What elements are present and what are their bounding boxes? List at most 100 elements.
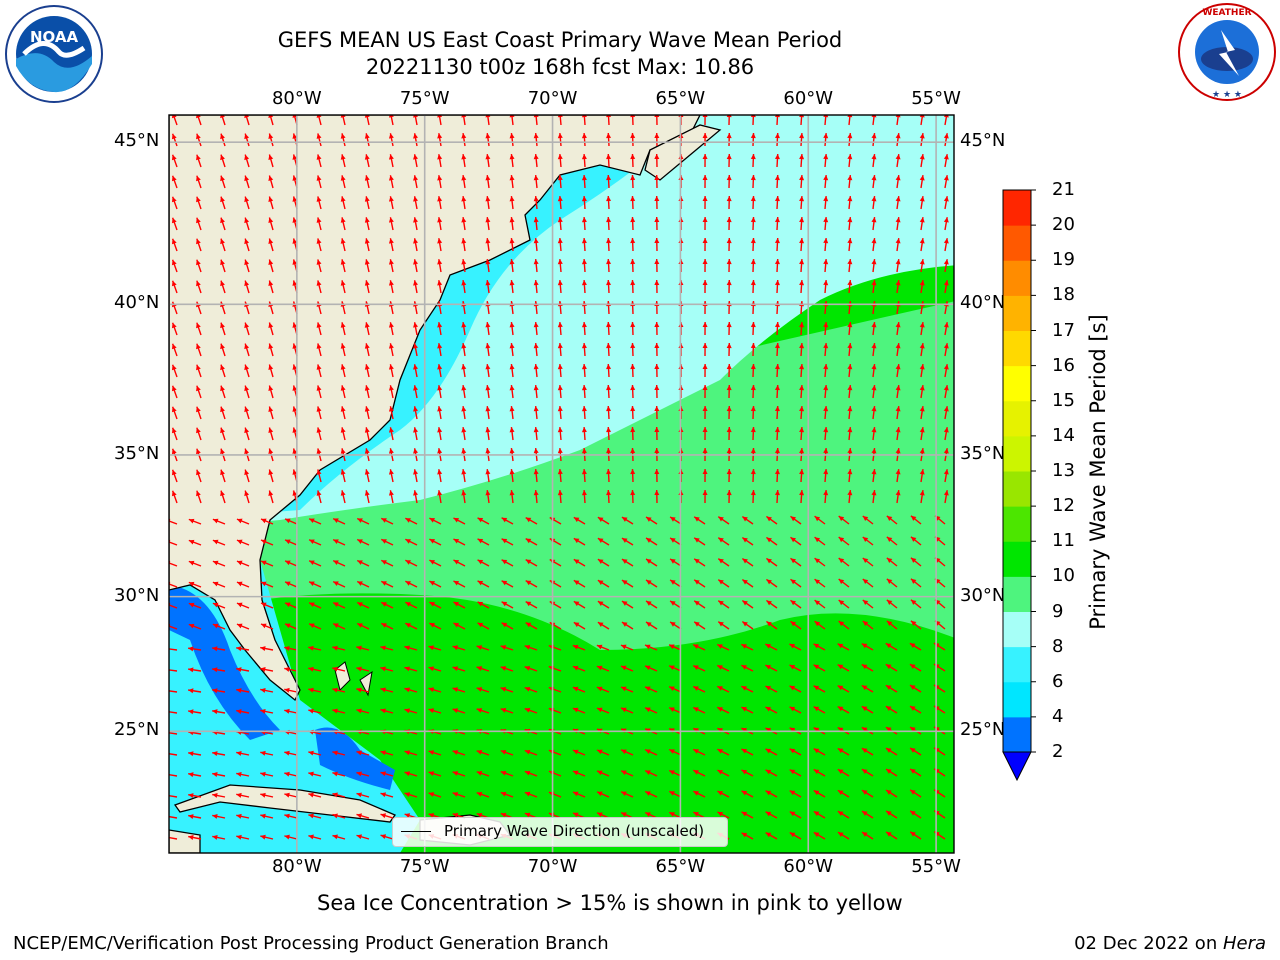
- wave-arrow-head: [837, 727, 844, 733]
- wave-arrow-head: [669, 812, 675, 817]
- wave-arrow-head: [646, 538, 652, 543]
- wave-arrow-head: [388, 406, 394, 412]
- wave-arrow-head: [741, 707, 747, 712]
- wave-arrow-head: [171, 115, 177, 119]
- wave-arrow-head: [500, 645, 507, 650]
- wave-arrow-head: [838, 579, 845, 585]
- wave-arrow-head: [895, 259, 901, 265]
- wave-arrow-head: [356, 687, 362, 693]
- wave-arrow-head: [437, 448, 443, 454]
- wave-arrow-head: [171, 406, 177, 413]
- colorbar-tick-label: 8: [1052, 635, 1064, 657]
- wave-arrow-head: [380, 708, 386, 714]
- wave-arrow-head: [573, 538, 580, 544]
- wave-arrow-head: [606, 406, 612, 412]
- noaa-logo: NOAA: [4, 4, 104, 104]
- wave-arrow-head: [171, 469, 177, 476]
- colorbar-tick-label: 18: [1052, 284, 1075, 306]
- wave-arrow-head: [525, 538, 532, 544]
- wave-arrow-head: [333, 518, 339, 523]
- wave-arrow-head: [774, 133, 780, 139]
- wave-arrow-head: [823, 364, 829, 370]
- lon-label: 70°W: [527, 88, 578, 109]
- wave-arrow-head: [799, 490, 805, 496]
- wave-arrow-head: [284, 687, 290, 693]
- wave-arrow-head: [316, 385, 322, 391]
- wave-arrow-head: [437, 217, 443, 223]
- wave-arrow-head: [702, 196, 708, 202]
- wave-arrow-head: [501, 517, 508, 523]
- wave-arrow-head: [750, 133, 756, 139]
- wave-arrow-head: [910, 810, 916, 816]
- wave-arrow-head: [212, 518, 219, 524]
- wave-arrow-head: [196, 406, 201, 413]
- chart-title: GEFS MEAN US East Coast Primary Wave Mea…: [277, 28, 843, 52]
- wave-arrow-head: [910, 768, 916, 774]
- wave-arrow-head: [525, 622, 532, 628]
- wave-arrow-head: [452, 813, 459, 818]
- wave-arrow-head: [485, 469, 491, 475]
- wave-arrow-head: [919, 133, 925, 139]
- wave-arrow-head: [388, 217, 394, 223]
- wave-arrow-head: [261, 539, 267, 545]
- wave-arrow-head: [268, 217, 274, 224]
- wave-arrow-head: [606, 385, 612, 391]
- wave-arrow-head: [340, 238, 346, 244]
- wave-arrow-head: [557, 196, 563, 202]
- wave-arrow-head: [871, 364, 877, 370]
- wave-arrow-head: [886, 790, 892, 795]
- wave-arrow-head: [308, 708, 314, 714]
- wave-arrow-head: [813, 769, 820, 775]
- wave-arrow-head: [333, 602, 339, 607]
- wave-arrow-head: [943, 259, 949, 265]
- wave-arrow-head: [837, 790, 844, 796]
- wave-arrow-head: [693, 707, 699, 712]
- wave-arrow-head: [645, 791, 651, 796]
- wave-arrow-head: [533, 133, 539, 139]
- wave-arrow-head: [525, 559, 532, 565]
- wave-arrow-head: [670, 516, 676, 522]
- wave-arrow-head: [212, 581, 219, 587]
- wave-arrow: [169, 648, 178, 651]
- wave-arrow: [245, 115, 250, 126]
- wave-arrow: [462, 115, 466, 126]
- wave-arrow-head: [332, 792, 338, 798]
- wave-arrow-head: [909, 685, 916, 690]
- wave-arrow-head: [533, 154, 539, 160]
- wave-arrow-head: [220, 406, 225, 413]
- wave-arrow-head: [823, 175, 829, 181]
- wave-arrow-head: [702, 427, 708, 433]
- wave-arrow-head: [340, 133, 346, 139]
- wave-arrow-head: [485, 196, 491, 202]
- wave-arrow-head: [581, 196, 587, 202]
- wave-arrow-head: [380, 666, 386, 672]
- wave-arrow-head: [461, 469, 467, 475]
- wave-arrow-head: [196, 280, 201, 287]
- wave-arrow-head: [654, 364, 660, 370]
- wave-arrow-head: [429, 602, 435, 607]
- wave-arrow-head: [621, 812, 627, 817]
- wave-arrow-head: [380, 834, 387, 840]
- wave-arrow-head: [437, 196, 443, 202]
- wave-arrow-head: [823, 406, 829, 412]
- wave-arrow-head: [581, 448, 587, 454]
- wave-arrow-head: [573, 517, 580, 523]
- wave-arrow-head: [919, 385, 925, 391]
- wave-arrow-head: [789, 790, 796, 796]
- wave-arrow-head: [476, 645, 483, 650]
- wave-arrow-head: [533, 238, 539, 244]
- wave-arrow-head: [501, 601, 508, 607]
- wave-arrow-head: [606, 238, 612, 244]
- wave-arrow-head: [236, 602, 243, 608]
- wave-arrow-head: [477, 538, 484, 544]
- wave-arrow-head: [606, 280, 612, 286]
- colorbar-segment: [1003, 681, 1031, 718]
- wave-arrow-head: [750, 217, 756, 223]
- wave-arrow-head: [405, 560, 411, 565]
- wave-arrow-head: [404, 666, 410, 672]
- wave-arrow-head: [919, 280, 925, 286]
- wave-arrow-head: [333, 623, 339, 628]
- colorbar-tick-label: 12: [1052, 495, 1075, 517]
- wave-arrow-head: [309, 560, 315, 566]
- wave-arrow-head: [212, 667, 218, 673]
